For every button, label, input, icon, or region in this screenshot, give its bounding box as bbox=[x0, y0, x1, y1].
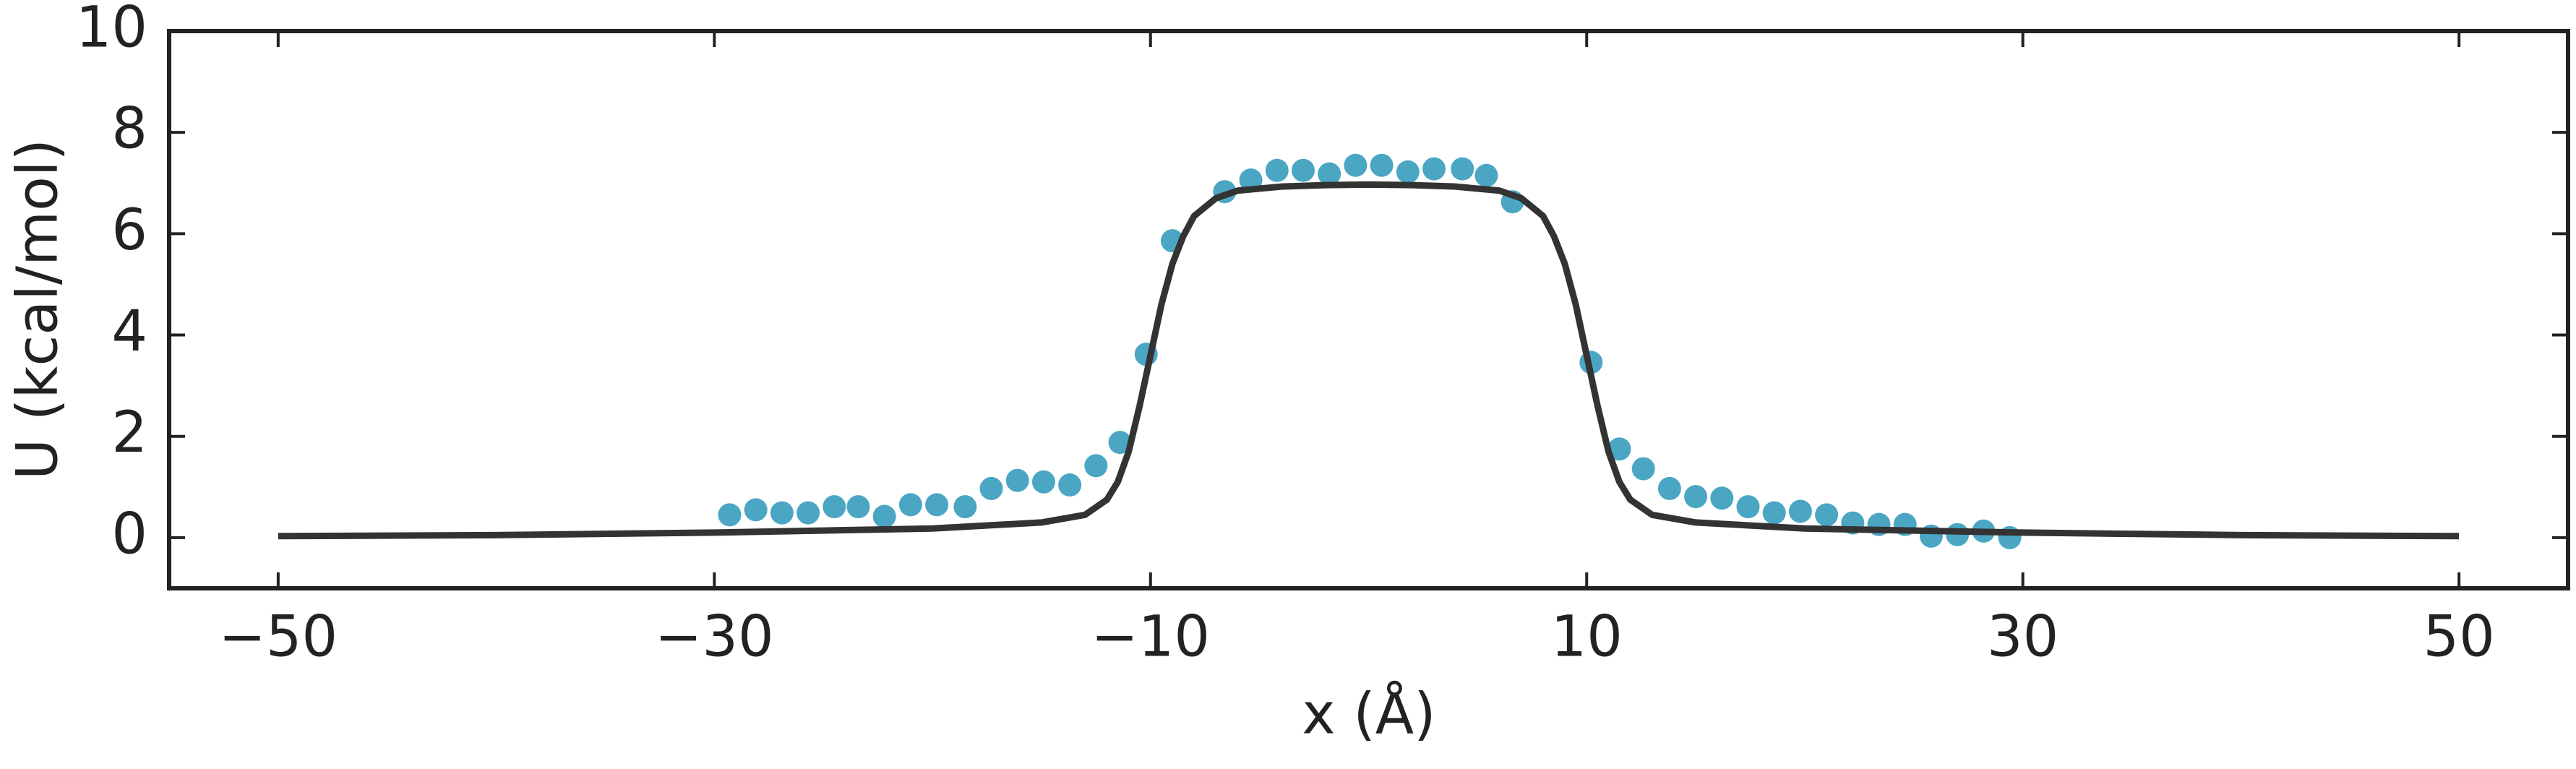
data-point bbox=[1657, 476, 1681, 500]
x-tick-label: 30 bbox=[1987, 604, 2058, 669]
data-point bbox=[1815, 503, 1839, 527]
x-tick-label: 50 bbox=[2423, 604, 2495, 669]
x-tick-label: −10 bbox=[1091, 604, 1210, 669]
data-point bbox=[1318, 162, 1341, 186]
data-point bbox=[1474, 163, 1498, 187]
data-point bbox=[823, 495, 846, 519]
data-point bbox=[744, 498, 768, 522]
data-point bbox=[1344, 153, 1368, 177]
data-point bbox=[1291, 158, 1315, 182]
y-tick-label: 4 bbox=[111, 299, 147, 364]
data-point bbox=[1108, 431, 1132, 455]
data-point bbox=[770, 501, 794, 525]
y-tick-label: 6 bbox=[111, 198, 147, 263]
data-point bbox=[1762, 501, 1786, 525]
y-tick-label: 2 bbox=[111, 400, 147, 465]
y-tick-label: 0 bbox=[111, 502, 147, 567]
data-point bbox=[1631, 457, 1655, 481]
data-point bbox=[1451, 157, 1474, 181]
data-point bbox=[718, 503, 742, 527]
data-point bbox=[846, 495, 870, 519]
x-tick-label: 10 bbox=[1551, 604, 1623, 669]
data-point bbox=[1422, 157, 1446, 181]
data-point bbox=[953, 495, 977, 519]
data-point bbox=[1031, 470, 1055, 494]
x-tick-label: −30 bbox=[655, 604, 774, 669]
data-point bbox=[1396, 160, 1420, 184]
curve bbox=[278, 181, 2460, 540]
data-point bbox=[1607, 437, 1631, 461]
data-point bbox=[1710, 486, 1734, 510]
data-point bbox=[898, 493, 922, 517]
data-point bbox=[1684, 485, 1708, 509]
data-point bbox=[1058, 473, 1082, 497]
y-tick-label: 8 bbox=[111, 97, 147, 162]
data-point bbox=[979, 476, 1003, 500]
data-point bbox=[1788, 499, 1812, 523]
x-axis-label: x (Å) bbox=[1302, 680, 1435, 747]
data-point bbox=[1084, 454, 1108, 478]
data-point bbox=[1005, 468, 1029, 492]
data-point bbox=[925, 493, 949, 517]
x-tick-label: −50 bbox=[219, 604, 338, 669]
data-point bbox=[1370, 153, 1394, 177]
data-point bbox=[872, 504, 896, 528]
data-point bbox=[1265, 158, 1289, 182]
y-tick-label: 10 bbox=[76, 0, 147, 60]
plot-frame bbox=[167, 29, 2570, 590]
y-axis-label: U (kcal/mol) bbox=[5, 139, 70, 480]
data-point bbox=[797, 501, 820, 525]
data-point bbox=[1736, 495, 1760, 519]
